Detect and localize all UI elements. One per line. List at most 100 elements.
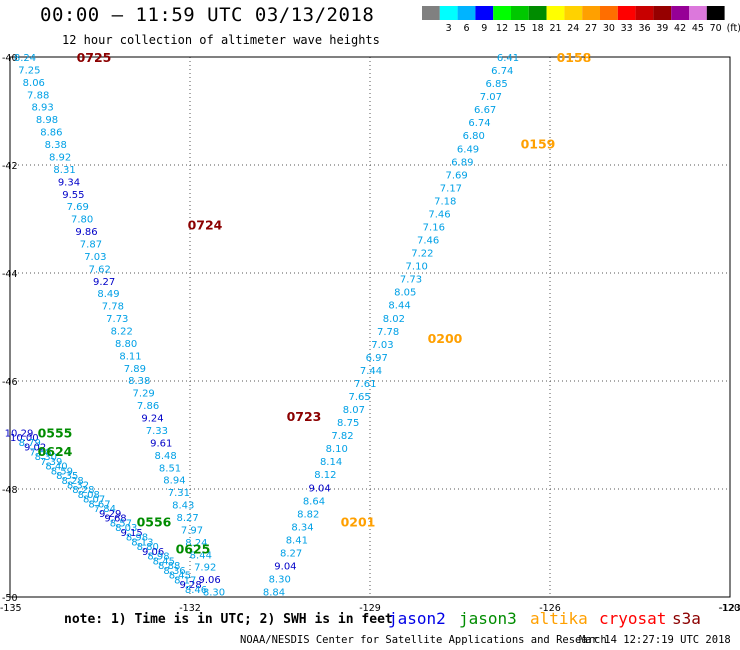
wave-height-label: 8.80 [115,339,137,350]
wave-height-label: 8.40 [45,462,67,473]
colorbar-tick-label: 42 [674,23,686,34]
wave-height-label: 10.00 [10,433,39,444]
wave-height-label: 7.88 [27,90,49,101]
wave-height-label: 7.44 [360,366,382,377]
wave-height-label: 8.67 [88,499,110,510]
wave-height-label: 8.07 [83,495,105,506]
pass-time-label: 0724 [188,217,223,232]
wave-height-label: 8.30 [35,452,57,463]
pass-time-label: 0625 [176,541,211,556]
colorbar-tick-label: 9 [481,23,487,34]
wave-height-label: 8.45 [153,556,175,567]
legend-jason3: jason3 [459,609,517,628]
wave-height-label: 6.97 [366,353,388,364]
wave-height-label: 6.41 [497,53,519,64]
wave-height-label: 8.57 [110,518,132,529]
wave-height-label: 9.15 [121,528,143,539]
wave-height-label: 8.30 [269,575,291,586]
legend-altika: altika [530,609,588,628]
wave-height-label: 9.24 [141,414,163,425]
wave-height-label: 8.08 [78,490,100,501]
wave-height-label: 7.97 [181,525,203,536]
wave-height-label: 6.74 [468,118,490,129]
colorbar-tick-label: 30 [603,23,615,34]
wave-height-label: 9.86 [75,227,97,238]
colorbar-swatch [528,6,547,20]
wave-height-label: 8.93 [31,103,53,114]
wave-height-label: 8.30 [203,588,225,599]
colorbar-swatch [635,6,654,20]
colorbar-swatch [475,6,494,20]
wave-height-label: 8.06 [23,78,45,89]
wave-height-label: 6.89 [451,157,473,168]
wave-height-label: 7.87 [80,239,102,250]
longitude-tick-label: -129 [359,603,381,614]
wave-height-label: 8.46 [185,585,207,596]
colorbar-swatch [422,6,440,20]
wave-height-label: 8.27 [280,548,302,559]
wave-height-label: 9.61 [150,438,172,449]
colorbar-tick-label: 70 [710,23,722,34]
colorbar-tick-label: 21 [549,23,561,34]
colorbar-unit: (ft) [727,23,740,34]
wave-height-label: 9.68 [104,514,126,525]
wave-height-label: 8.38 [45,140,67,151]
wave-height-label: 6.80 [463,131,485,142]
wave-height-label: 8.84 [263,588,285,599]
wave-height-label: 6.49 [457,144,479,155]
colorbar-swatch [457,6,476,20]
longitude-tick-label: -120 [718,603,740,614]
wave-height-label: 8.44 [388,301,410,312]
wave-height-label: 8.64 [303,496,325,507]
footer-timestamp: Mar 14 12:27:19 UTC 2018 [579,634,731,646]
map-subtitle: 12 hour collection of altimeter wave hei… [62,33,380,47]
wave-height-label: 6.85 [485,79,507,90]
wave-height-label: 8.43 [172,501,194,512]
colorbar-tick-label: 33 [621,23,633,34]
wave-height-label: 7.84 [94,504,116,515]
wave-height-label: 8.10 [326,444,348,455]
wave-height-label: 7.39 [40,457,62,468]
wave-height-label: 8.38 [128,376,150,387]
colorbar-swatch [439,6,458,20]
wave-height-label: 8.98 [147,552,169,563]
longitude-tick-label: -132 [179,603,201,614]
wave-height-label: 7.73 [106,314,128,325]
wave-height-label: 7.78 [377,327,399,338]
pass-time-label: 0556 [137,514,172,529]
wave-height-label: 8.07 [343,405,365,416]
pass-time-label: 0200 [428,331,463,346]
wave-height-label: 9.55 [62,190,84,201]
wave-height-label: 7.16 [423,223,445,234]
wave-height-label: 8.44 [190,550,212,561]
wave-height-label: 7.78 [102,302,124,313]
wave-height-label: 7.80 [71,215,93,226]
wave-height-label: 8.14 [320,457,342,468]
colorbar-tick-label: 36 [638,23,650,34]
pass-time-label: 0555 [38,425,73,440]
colorbar-swatch [564,6,583,20]
colorbar-tick-label: 3 [446,23,452,34]
colorbar-tick-label: 45 [692,23,704,34]
wave-height-label: 6.67 [474,105,496,116]
footer-credit: NOAA/NESDIS Center for Satellite Applica… [240,634,607,646]
wave-height-label: 9.34 [58,177,80,188]
wave-height-label: 8.41 [286,535,308,546]
colorbar-swatch [511,6,529,20]
pass-time-label: 0159 [521,136,556,151]
legend-note: note: 1) Time is in UTC; 2) SWH is in fe… [64,612,393,627]
colorbar-tick-label: 24 [567,23,579,34]
wave-height-label: 8.03 [115,523,137,534]
wave-height-label: 7.22 [411,249,433,260]
wave-height-label: 7.65 [348,392,370,403]
wave-height-label: 8.28 [62,476,84,487]
wave-height-label: 7.33 [146,426,168,437]
wave-height-label: 7.46 [428,209,450,220]
colorbar-swatch [546,6,565,20]
wave-height-label: 6.74 [491,66,513,77]
wave-height-label: 7.89 [124,364,146,375]
wave-height-label: 8.31 [53,165,75,176]
wave-height-label: 7.69 [67,202,89,213]
wave-height-label: 7.73 [400,275,422,286]
